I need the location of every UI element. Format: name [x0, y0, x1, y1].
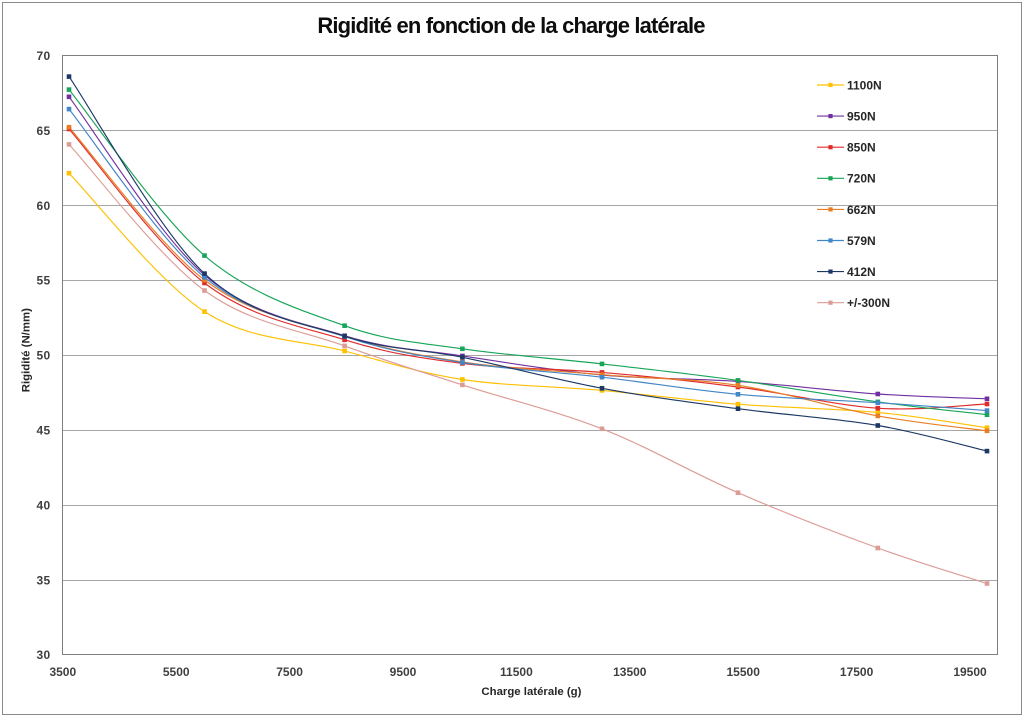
- svg-text:Rigidité en fonction de la cha: Rigidité en fonction de la charge latéra…: [317, 13, 705, 38]
- svg-text:70: 70: [37, 49, 51, 63]
- svg-text:50: 50: [37, 349, 51, 363]
- svg-text:412N: 412N: [847, 265, 876, 279]
- svg-text:19500: 19500: [953, 665, 987, 679]
- svg-text:Charge latérale (g): Charge latérale (g): [481, 686, 581, 698]
- svg-text:1100N: 1100N: [847, 78, 882, 92]
- svg-text:850N: 850N: [847, 141, 876, 155]
- svg-text:3500: 3500: [49, 665, 76, 679]
- svg-text:+/-300N: +/-300N: [847, 296, 890, 310]
- svg-text:17500: 17500: [840, 665, 874, 679]
- svg-text:55: 55: [37, 274, 51, 288]
- svg-text:40: 40: [37, 498, 51, 512]
- svg-text:45: 45: [37, 424, 51, 438]
- svg-text:Rigidité (N/mm): Rigidité (N/mm): [21, 308, 33, 392]
- svg-text:579N: 579N: [847, 234, 876, 248]
- svg-text:5500: 5500: [163, 665, 190, 679]
- svg-text:13500: 13500: [613, 665, 647, 679]
- svg-text:662N: 662N: [847, 203, 876, 217]
- svg-text:15500: 15500: [727, 665, 761, 679]
- svg-text:7500: 7500: [276, 665, 303, 679]
- svg-text:30: 30: [37, 648, 51, 662]
- svg-text:65: 65: [37, 124, 51, 138]
- svg-text:720N: 720N: [847, 172, 876, 186]
- svg-text:950N: 950N: [847, 110, 876, 124]
- svg-text:11500: 11500: [500, 665, 533, 679]
- svg-text:35: 35: [37, 573, 51, 587]
- svg-text:9500: 9500: [390, 665, 417, 679]
- svg-text:60: 60: [37, 199, 51, 213]
